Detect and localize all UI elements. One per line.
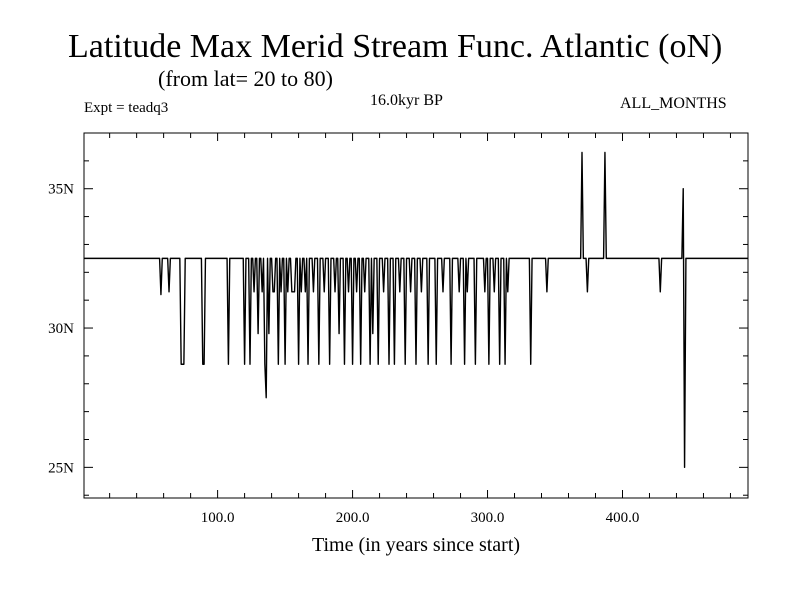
x-axis-tick-labels: 100.0 200.0 300.0 400.0 <box>201 510 640 526</box>
period-label: 16.0kyr BP <box>370 92 443 109</box>
x-tick-label: 100.0 <box>201 510 235 526</box>
chart-title: Latitude Max Merid Stream Func. Atlantic… <box>68 28 723 65</box>
series-layer <box>84 151 748 469</box>
x-tick-label: 400.0 <box>606 510 640 526</box>
months-label: ALL_MONTHS <box>620 95 727 112</box>
x-axis-label: Time (in years since start) <box>312 534 520 556</box>
y-tick-label: 25N <box>48 460 74 476</box>
series-line <box>84 151 748 469</box>
x-tick-label: 200.0 <box>336 510 370 526</box>
y-axis-tick-labels: 25N 30N 35N <box>48 182 74 477</box>
x-tick-label: 300.0 <box>471 510 505 526</box>
plot-frame <box>83 132 749 499</box>
chart-subtitle: (from lat= 20 to 80) <box>158 66 333 91</box>
y-axis-ticks <box>84 132 748 496</box>
y-tick-label: 35N <box>48 182 74 198</box>
x-axis-ticks <box>109 133 731 498</box>
experiment-label: Expt = teadq3 <box>84 100 169 116</box>
y-tick-label: 30N <box>48 321 74 337</box>
